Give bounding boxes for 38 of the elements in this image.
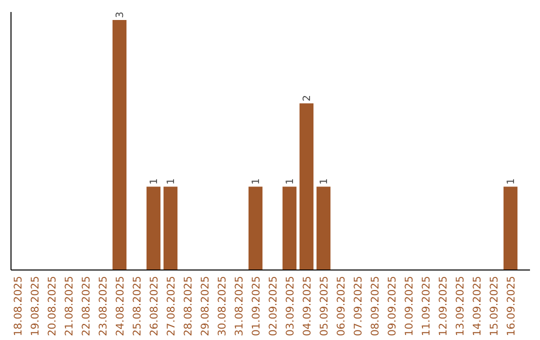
data-label: 1: [251, 178, 262, 185]
x-tick-label: 13.09.2025: [454, 276, 466, 336]
x-tick-label: 18.08.2025: [12, 276, 24, 336]
data-label: 2: [302, 94, 313, 102]
x-tick-label: 03.09.2025: [284, 276, 296, 336]
x-tick-label: 30.08.2025: [216, 276, 228, 336]
x-tick-label: 11.09.2025: [420, 276, 432, 336]
x-tick-label: 10.09.2025: [404, 276, 416, 336]
x-tick-label: 08.09.2025: [370, 276, 382, 336]
x-tick-label: 23.08.2025: [98, 276, 110, 336]
data-label: 3: [115, 12, 126, 18]
x-tick-label: 26.08.2025: [148, 276, 160, 336]
x-tick-label: 21.08.2025: [64, 276, 76, 336]
x-tick-label: 14.09.2025: [472, 276, 484, 336]
data-label: 1: [149, 178, 160, 185]
data-label: 1: [166, 178, 177, 185]
data-label: 1: [285, 178, 296, 185]
x-tick-label: 12.09.2025: [438, 276, 450, 336]
x-tick-label: 05.09.2025: [318, 276, 330, 336]
x-tick-label: 28.08.2025: [182, 276, 194, 336]
x-tick-label: 04.09.2025: [302, 276, 314, 336]
data-label: 1: [319, 178, 330, 185]
data-label: 1: [506, 178, 517, 185]
x-tick-label: 27.08.2025: [166, 276, 178, 336]
x-tick-label: 24.08.2025: [114, 276, 126, 336]
x-tick-label: 15.09.2025: [488, 276, 500, 336]
x-tick-label: 22.08.2025: [80, 276, 92, 336]
x-tick-label: 16.09.2025: [506, 276, 518, 336]
x-tick-label: 07.09.2025: [352, 276, 364, 336]
x-tick-label: 02.09.2025: [268, 276, 280, 336]
x-tick-label: 29.08.2025: [200, 276, 212, 336]
x-tick-label: 20.08.2025: [46, 276, 58, 336]
x-tick-label: 19.08.2025: [30, 276, 42, 336]
x-tick-label: 01.09.2025: [250, 276, 262, 336]
x-tick-label: 31.08.2025: [234, 276, 246, 336]
x-tick-label: 06.09.2025: [336, 276, 348, 336]
x-tick-label: 25.08.2025: [132, 276, 144, 336]
x-tick-label: 09.09.2025: [386, 276, 398, 336]
